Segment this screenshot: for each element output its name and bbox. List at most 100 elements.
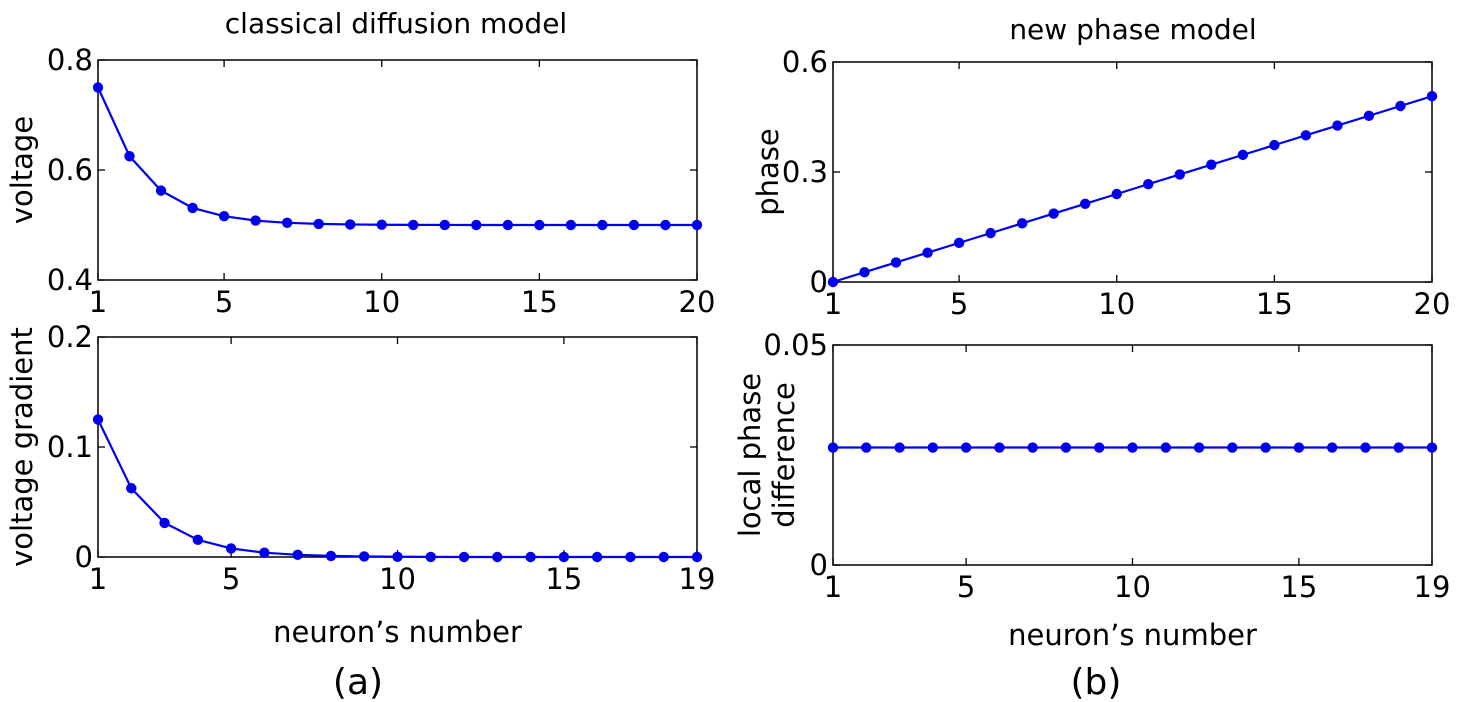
x-axis-label: neuron’s number: [1008, 618, 1257, 652]
data-point: [960, 442, 972, 453]
series-line: [97, 419, 697, 559]
series-line: [832, 95, 1433, 284]
x-tick-label: 1: [824, 570, 842, 604]
x-tick-label: 10: [363, 285, 400, 319]
data-point: [534, 219, 545, 231]
x-tick-label: 19: [1414, 570, 1451, 604]
data-point: [92, 414, 104, 425]
x-tick-label: 10: [379, 562, 416, 596]
x-axis-label: neuron’s number: [273, 615, 522, 649]
data-point: [565, 219, 577, 231]
data-point: [292, 549, 303, 560]
data-point: [425, 551, 436, 563]
data-point: [1193, 442, 1205, 453]
x-tick-label: 15: [1280, 570, 1317, 604]
y-axis-label: voltage: [5, 116, 39, 224]
data-point: [408, 219, 419, 231]
data-point: [1143, 179, 1154, 190]
data-point: [502, 219, 514, 231]
y-tick-label: 0.05: [763, 328, 828, 362]
data-point: [1300, 130, 1312, 141]
data-point: [1016, 218, 1028, 229]
data-point: [691, 219, 703, 231]
data-point: [1111, 188, 1122, 200]
y-tick-label: 0.3: [782, 155, 828, 189]
data-point: [1237, 149, 1249, 161]
panel-label-b: (b): [1071, 662, 1122, 702]
data-point: [376, 219, 387, 230]
data-point: [890, 257, 902, 268]
axes-frame: [97, 336, 698, 558]
data-point: [1363, 110, 1375, 121]
data-point: [827, 276, 839, 288]
data-point: [492, 551, 503, 563]
axes-frame: [832, 344, 1433, 566]
x-tick-label: 5: [215, 285, 233, 319]
data-point: [994, 442, 1005, 453]
data-point: [691, 551, 703, 563]
x-tick-label: 10: [1098, 287, 1135, 321]
data-point: [558, 551, 570, 563]
data-point: [525, 551, 536, 563]
data-point: [1094, 442, 1105, 453]
x-tick-label: 5: [957, 570, 975, 604]
y-tick-label: 0.1: [47, 430, 93, 464]
data-point: [985, 227, 996, 239]
data-point: [124, 151, 135, 162]
x-tick-label: 15: [1256, 287, 1293, 321]
data-point: [458, 551, 470, 563]
data-point: [1048, 208, 1059, 219]
x-tick-label: 20: [679, 285, 716, 319]
data-point: [861, 442, 872, 453]
data-point: [927, 442, 939, 453]
y-tick-label: 0.6: [47, 153, 93, 187]
data-point: [1060, 442, 1072, 453]
y-tick-label: 0.8: [47, 43, 93, 77]
data-point: [439, 219, 450, 231]
x-tick-label: 1: [824, 287, 842, 321]
x-tick-label: 15: [521, 285, 558, 319]
data-point: [1326, 442, 1338, 453]
data-point: [1127, 442, 1138, 453]
x-tick-label: 10: [1114, 570, 1151, 604]
data-point: [628, 219, 640, 231]
data-point: [281, 217, 293, 228]
data-point: [1393, 442, 1404, 453]
panel-label-a: (a): [333, 662, 383, 702]
data-point: [1027, 442, 1038, 453]
data-point: [1080, 198, 1091, 209]
data-point: [859, 267, 870, 278]
data-point: [658, 551, 669, 563]
data-point: [126, 483, 137, 494]
data-point: [1269, 139, 1280, 151]
y-axis-label: phase: [751, 128, 785, 216]
data-point: [92, 82, 104, 93]
x-tick-label: 1: [89, 285, 107, 319]
data-point: [660, 219, 671, 231]
data-point: [313, 218, 324, 230]
data-point: [225, 543, 237, 554]
x-tick-label: 20: [1414, 287, 1451, 321]
data-point: [187, 202, 198, 214]
data-point: [359, 551, 370, 562]
y-axis-label-line: local phase: [733, 373, 767, 537]
x-tick-label: 1: [89, 562, 107, 596]
data-point: [1227, 442, 1238, 453]
y-tick-label: 0: [810, 548, 828, 582]
data-point: [325, 550, 337, 562]
data-point: [250, 215, 261, 226]
data-point: [392, 551, 403, 562]
y-axis-label: voltage gradient: [5, 327, 39, 567]
data-point: [1206, 159, 1217, 170]
data-point: [1160, 442, 1171, 453]
axes-frame: [97, 59, 698, 281]
data-point: [1332, 120, 1343, 131]
data-point: [894, 442, 905, 453]
data-point: [471, 219, 482, 231]
data-point: [597, 219, 608, 231]
y-tick-label: 0.6: [782, 45, 828, 79]
y-tick-label: 0.2: [47, 320, 93, 354]
series-line: [97, 87, 697, 227]
